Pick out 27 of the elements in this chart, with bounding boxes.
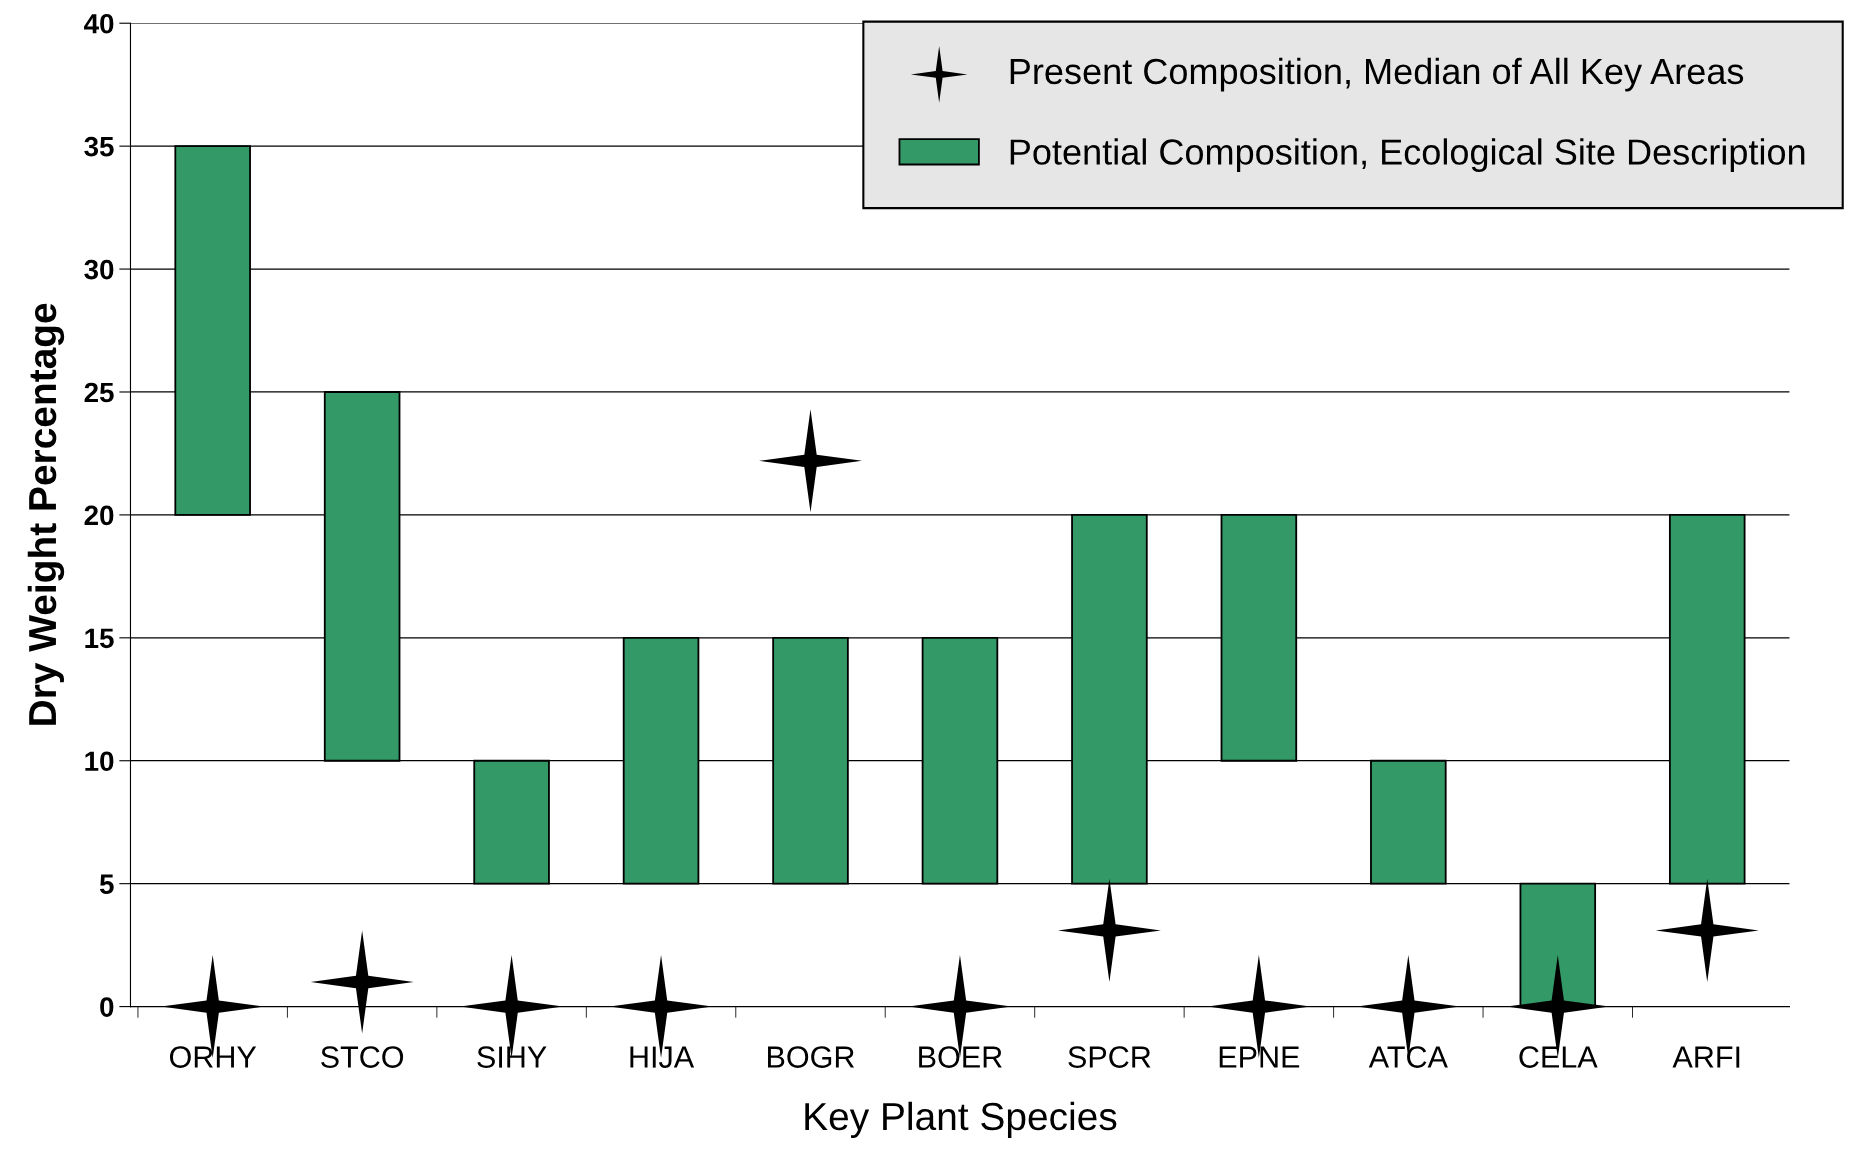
y-tick-label: 20 [84, 505, 114, 526]
x-tick-label: BOGR [768, 1046, 855, 1068]
x-tick-label: BOER [919, 1046, 1002, 1068]
x-tick-label: SIHY [477, 1046, 547, 1068]
y-tick-label: 0 [100, 997, 114, 1017]
x-tick-label: ATCA [1368, 1046, 1448, 1068]
legend-label: Potential Composition, Ecological Site Description [1010, 138, 1805, 172]
y-tick-label: 10 [85, 751, 114, 772]
x-axis-title: Key Plant Species [805, 1101, 1117, 1138]
legend-label: Present Composition, Median of All Key Areas [1010, 57, 1744, 92]
y-tick-label: 35 [84, 136, 114, 157]
y-tick-label: 40 [84, 13, 114, 34]
x-tick-label: CELA [1519, 1046, 1598, 1068]
point [1655, 878, 1759, 982]
x-tick-label: ORHY [169, 1046, 257, 1068]
x-tick-label: SPCR [1068, 1046, 1151, 1068]
point [759, 409, 863, 513]
y-tick-label: 15 [85, 628, 114, 649]
x-tick-label: EPNE [1219, 1046, 1300, 1068]
y-tick-label: 25 [84, 382, 114, 403]
point [1057, 878, 1161, 982]
x-tick-label: ARFI [1672, 1046, 1740, 1068]
y-axis-title: Dry Weight Percentage [27, 303, 65, 725]
y-tick-label: 30 [84, 259, 114, 280]
x-tick-label: HIJA [630, 1046, 695, 1068]
y-tick-label: 5 [99, 874, 114, 894]
x-tick-label: STCO [321, 1046, 404, 1068]
